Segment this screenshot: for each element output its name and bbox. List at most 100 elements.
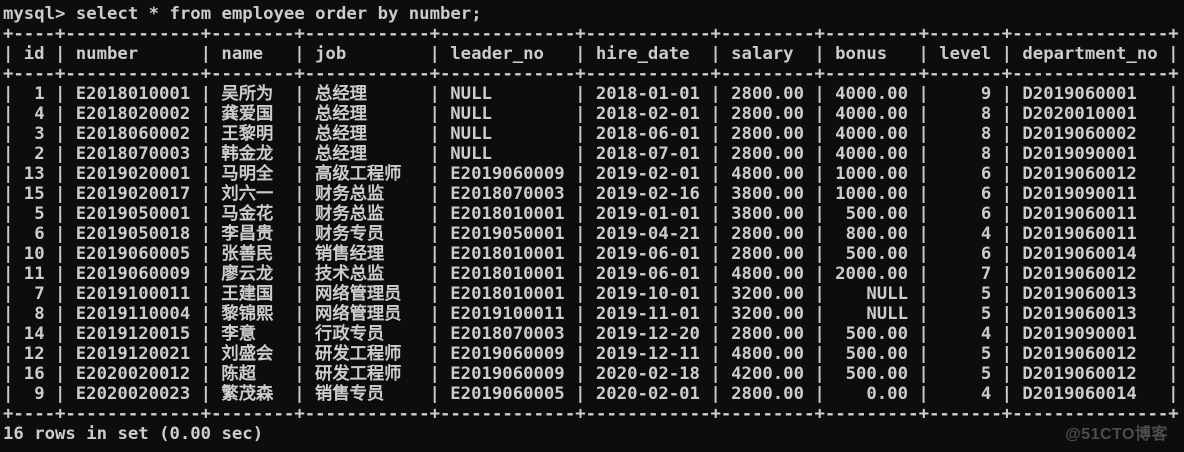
- column-divider: |: [918, 84, 929, 104]
- column-divider: |: [294, 284, 305, 304]
- cell-name: 黎锦熙: [221, 304, 274, 324]
- column-divider: |: [429, 204, 440, 224]
- cell-department_no: D2019090001: [1022, 144, 1137, 164]
- column-divider: |: [575, 324, 586, 344]
- column-divider: |: [200, 184, 212, 204]
- column-divider: |: [814, 124, 825, 144]
- column-divider: |: [1001, 84, 1013, 104]
- column-divider: |: [200, 324, 212, 344]
- column-divider: |: [918, 384, 929, 404]
- cell-bonus: 1000.00: [835, 164, 908, 184]
- column-divider: |: [1168, 124, 1179, 144]
- cell-department_no: D2019060011: [1022, 224, 1137, 244]
- column-divider: |: [918, 244, 929, 264]
- column-header-number: number: [75, 44, 139, 64]
- cell-bonus: 500.00: [845, 204, 908, 224]
- cell-id: 6: [34, 224, 45, 244]
- command-line: mysql> select * from employee order by n…: [3, 4, 1184, 24]
- cell-id: 3: [34, 124, 45, 144]
- cell-hire_date: 2019-02-01: [595, 164, 700, 184]
- cell-department_no: D2020010001: [1022, 104, 1137, 124]
- column-divider: |: [575, 224, 586, 244]
- column-divider: |: [3, 44, 14, 64]
- cell-department_no: D2019060012: [1022, 164, 1137, 184]
- column-divider: |: [1168, 164, 1179, 184]
- column-divider: |: [429, 124, 440, 144]
- cell-number: E2019060009: [75, 264, 191, 284]
- cell-job: 研发工程师: [315, 344, 402, 364]
- column-header-job: job: [315, 44, 347, 64]
- column-divider: |: [55, 344, 66, 364]
- column-divider: |: [918, 144, 929, 164]
- table-body: | 1 | E2018010001 | 吴所为 | 总经理 | NULL | 2018-01-01 | 2…: [3, 84, 1184, 404]
- column-divider: |: [3, 304, 14, 324]
- column-divider: |: [710, 104, 721, 124]
- cell-name: 张善民: [221, 244, 274, 264]
- cell-job: 销售专员: [315, 384, 385, 404]
- cell-bonus: 4000.00: [835, 84, 908, 104]
- column-divider: |: [575, 304, 586, 324]
- cell-id: 10: [23, 244, 45, 264]
- table-row: | 9 | E2020020023 | 繁茂森 | 销售专员 | E2019060005 | 2020…: [3, 384, 1184, 404]
- mysql-prompt: mysql>: [3, 4, 66, 24]
- column-divider: |: [1168, 384, 1179, 404]
- cell-leader_no: NULL: [450, 104, 492, 124]
- column-divider: |: [1001, 164, 1013, 184]
- column-divider: |: [710, 364, 721, 384]
- column-divider: |: [814, 384, 825, 404]
- column-divider: |: [918, 224, 929, 244]
- cell-number: E2019020001: [75, 164, 191, 184]
- cell-name: 韩金龙: [221, 144, 274, 164]
- cell-salary: 3800.00: [731, 204, 804, 224]
- cell-salary: 2800.00: [731, 244, 804, 264]
- column-divider: |: [200, 244, 212, 264]
- cell-id: 16: [23, 364, 45, 384]
- cell-leader_no: E2018010001: [450, 284, 565, 304]
- cell-name: 马金花: [221, 204, 274, 224]
- cell-department_no: D2019060014: [1022, 384, 1137, 404]
- column-divider: |: [710, 184, 721, 204]
- column-divider: |: [3, 124, 14, 144]
- cell-department_no: D2019060002: [1022, 124, 1137, 144]
- table-row: | 8 | E2019110004 | 黎锦熙 | 网络管理员 | E2019100011 | 201…: [3, 304, 1184, 324]
- column-header-salary: salary: [731, 44, 794, 64]
- column-divider: |: [294, 144, 305, 164]
- column-divider: |: [814, 224, 825, 244]
- column-header-department_no: department_no: [1022, 44, 1158, 64]
- column-divider: |: [3, 264, 14, 284]
- column-divider: |: [918, 44, 929, 64]
- column-divider: |: [814, 164, 825, 184]
- column-divider: |: [710, 384, 721, 404]
- cell-leader_no: E2019060009: [450, 344, 565, 364]
- column-divider: |: [55, 144, 66, 164]
- column-divider: |: [3, 184, 14, 204]
- column-divider: |: [429, 284, 440, 304]
- cell-level: 8: [980, 104, 992, 124]
- table-row: | 11 | E2019060009 | 廖云龙 | 技术总监 | E2018010001 | 201…: [3, 264, 1184, 284]
- cell-hire_date: 2019-12-11: [595, 344, 700, 364]
- cell-job: 总经理: [315, 144, 367, 164]
- column-divider: |: [575, 84, 586, 104]
- column-divider: |: [55, 204, 66, 224]
- column-divider: |: [1168, 364, 1179, 384]
- cell-job: 总经理: [315, 104, 367, 124]
- cell-id: 4: [34, 104, 45, 124]
- column-divider: |: [1001, 124, 1013, 144]
- cell-number: E2019050001: [75, 204, 191, 224]
- sql-command: select * from employee order by number;: [75, 4, 482, 24]
- cell-department_no: D2019090011: [1022, 184, 1137, 204]
- table-row: | 6 | E2019050018 | 李昌贵 | 财务专员 | E2019050001 | 2019…: [3, 224, 1184, 244]
- table-row: | 10 | E2019060005 | 张善民 | 销售经理 | E2018010001 | 201…: [3, 244, 1184, 264]
- column-divider: |: [294, 104, 305, 124]
- column-header-name: name: [221, 44, 264, 64]
- cell-level: 5: [980, 344, 992, 364]
- column-divider: |: [429, 104, 440, 124]
- column-divider: |: [55, 364, 66, 384]
- cell-salary: 2800.00: [731, 384, 804, 404]
- cell-id: 12: [23, 344, 45, 364]
- column-divider: |: [294, 184, 305, 204]
- column-divider: |: [3, 204, 14, 224]
- column-divider: |: [710, 124, 721, 144]
- column-divider: |: [814, 344, 825, 364]
